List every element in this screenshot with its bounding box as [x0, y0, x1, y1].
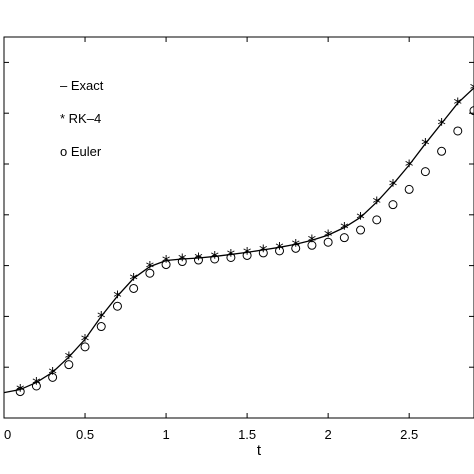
euler-point [64, 360, 74, 370]
series-star: * * * * * * * * * * * * * * * * * * * * * * * * * * * * * [16, 80, 474, 402]
rk4-point: * [32, 374, 41, 394]
euler-point [96, 322, 106, 332]
rk4-point: * [259, 242, 268, 262]
rk4-point: * [129, 270, 138, 290]
euler-point [356, 225, 366, 235]
rk4-point: * [291, 236, 300, 256]
euler-point [80, 342, 90, 352]
euler-point [307, 240, 317, 250]
euler-point [404, 184, 414, 194]
euler-point [210, 254, 220, 264]
x-axis-label: t [257, 442, 262, 459]
rk4-point: * [210, 248, 219, 268]
x-tick-label-1: 0.5 [76, 427, 94, 442]
x-tick-label-4: 2 [325, 427, 332, 442]
rk4-point: * [81, 331, 90, 351]
euler-point [372, 215, 382, 225]
rk4-point: * [146, 259, 155, 279]
exact-line [3, 87, 474, 394]
rk4-point: * [194, 250, 203, 270]
x-axis-ticks [3, 37, 410, 418]
legend-entry-1: * RK–4 [60, 111, 101, 126]
euler-point [193, 255, 203, 265]
rk4-point: * [227, 246, 236, 266]
euler-point [177, 257, 187, 267]
rk4-point: * [243, 244, 252, 264]
legend-entry-0: – Exact [60, 78, 104, 93]
plot-box [3, 36, 474, 419]
euler-point [129, 283, 139, 293]
euler-point [145, 268, 155, 278]
euler-point [258, 248, 268, 258]
euler-point [291, 243, 301, 253]
euler-point [388, 200, 398, 210]
rk4-point: * [356, 209, 365, 229]
euler-point [112, 301, 122, 311]
legend: – Exact * RK–4 o Euler [60, 78, 104, 159]
euler-point [242, 250, 252, 260]
x-tick-label-0: 0 [4, 427, 11, 442]
x-tick-label-3: 1.5 [238, 427, 256, 442]
rk4-point: * [373, 194, 382, 214]
rk4-point: * [324, 227, 333, 247]
x-axis-tick-labels: 0 0.5 1 1.5 2 2.5 [4, 427, 418, 442]
series-line [3, 87, 474, 394]
rk4-point: * [389, 176, 398, 196]
rk4-point: * [454, 95, 463, 115]
rk4-point: * [421, 136, 430, 156]
rk4-point: * [97, 308, 106, 328]
euler-point [453, 126, 463, 136]
euler-point [15, 387, 25, 397]
plot-frame [3, 36, 474, 419]
rk4-point: * [437, 115, 446, 135]
rk4-point: * [16, 382, 25, 402]
euler-point [31, 381, 41, 391]
euler-point [420, 167, 430, 177]
euler-point [323, 237, 333, 247]
euler-point [469, 106, 474, 116]
euler-point [339, 233, 349, 243]
y-axis-ticks [4, 61, 474, 368]
euler-point [275, 246, 285, 256]
euler-point [226, 252, 236, 262]
legend-entry-2: o Euler [60, 144, 102, 159]
rk4-point: * [178, 251, 187, 271]
rk4-point: * [65, 349, 74, 369]
series-layer: * * * * * * * * * * * * * * * * * * * * * * * * * * * * * [3, 80, 474, 402]
x-tick-label-5: 2.5 [400, 427, 418, 442]
rk4-point: * [275, 239, 284, 259]
euler-point [48, 372, 58, 382]
euler-point [437, 146, 447, 156]
rk4-point: * [340, 220, 349, 240]
series-circle [15, 106, 474, 397]
x-tick-label-2: 1 [162, 427, 169, 442]
rk4-point: * [308, 232, 317, 252]
rk4-point: * [470, 80, 474, 100]
euler-point [161, 260, 171, 270]
rk4-point: * [162, 253, 171, 273]
rk4-point: * [113, 288, 122, 308]
rk4-point: * [48, 364, 57, 384]
rk4-point: * [405, 157, 414, 177]
